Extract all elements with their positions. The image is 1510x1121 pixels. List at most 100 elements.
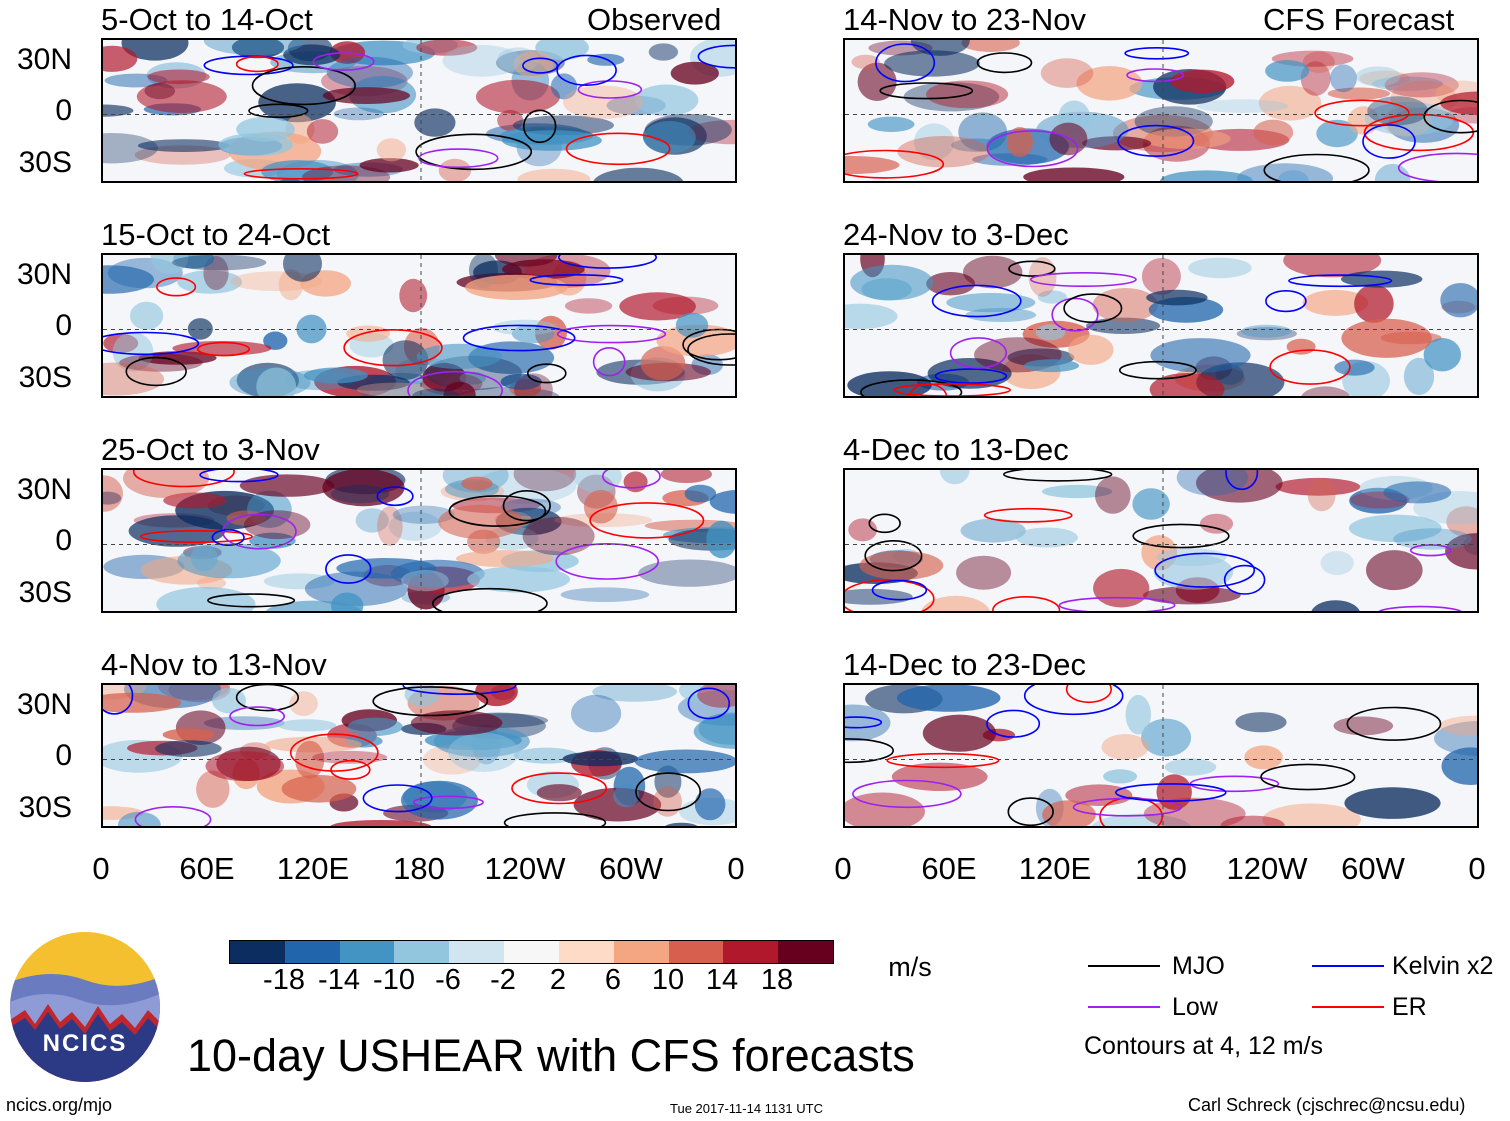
x-label-60w: 60W xyxy=(1341,851,1405,886)
shear-blob xyxy=(1160,170,1253,181)
units-label: m/s xyxy=(888,952,932,982)
shear-blob xyxy=(1143,797,1246,826)
shear-blob xyxy=(289,691,318,716)
panel-title-right-4: 14-Dec to 23-Dec xyxy=(843,647,1086,682)
shear-blob xyxy=(1068,334,1114,365)
shear-blob xyxy=(263,331,288,350)
contour-line xyxy=(462,324,576,352)
x-label-120e: 120E xyxy=(276,851,350,886)
shear-blob xyxy=(961,40,1020,52)
y-label-30s: 30S xyxy=(18,146,72,179)
contour-line xyxy=(402,685,517,695)
shear-blob xyxy=(121,40,189,61)
contour-line xyxy=(682,328,735,361)
shear-blob xyxy=(845,792,925,826)
shear-blob xyxy=(1040,58,1094,88)
shear-blob xyxy=(1366,550,1423,591)
logo-text: NCICS xyxy=(42,1030,128,1057)
shear-blob xyxy=(346,325,391,342)
y-label-eq: 0 xyxy=(55,309,72,342)
contour-line xyxy=(330,759,371,780)
shear-blob xyxy=(522,516,595,556)
contour-line xyxy=(1423,99,1477,134)
shear-blob xyxy=(258,83,336,123)
shear-blob xyxy=(376,138,407,162)
shear-blob xyxy=(867,116,915,132)
contour-line xyxy=(879,82,974,100)
shear-blob xyxy=(401,780,478,820)
x-label-60e: 60E xyxy=(921,851,977,886)
panel-title-left-3: 25-Oct to 3-Nov xyxy=(101,432,320,467)
shear-blob xyxy=(196,770,230,808)
contour-line xyxy=(243,168,359,180)
shear-blob xyxy=(951,138,1002,152)
contour-line xyxy=(931,284,1022,318)
contour-line xyxy=(845,149,945,179)
contour-line xyxy=(687,333,735,366)
shear-blob xyxy=(1423,338,1461,372)
contour-line xyxy=(875,43,936,83)
shear-blob xyxy=(896,685,1001,712)
contour-line xyxy=(589,502,705,539)
contour-line xyxy=(868,513,901,534)
shear-blob xyxy=(492,319,558,336)
shear-blob xyxy=(965,308,1037,322)
shear-blob xyxy=(333,107,384,121)
shear-blob xyxy=(467,566,570,593)
shear-blob xyxy=(1237,163,1334,181)
shear-blob xyxy=(1341,318,1432,358)
contour-line xyxy=(983,507,1073,523)
shear-blob xyxy=(512,115,614,136)
shear-blob xyxy=(1311,600,1360,611)
footer-url: ncics.org/mjo xyxy=(6,1095,113,1115)
shear-blob xyxy=(1302,51,1335,73)
x-label-120w: 120W xyxy=(484,851,566,886)
shear-blob xyxy=(513,470,577,492)
shear-blob xyxy=(684,484,717,503)
shear-blob xyxy=(963,255,1023,289)
shear-blob xyxy=(648,43,679,61)
contour-line xyxy=(558,255,657,269)
shear-blob xyxy=(660,470,712,483)
legend-line-er xyxy=(1312,1006,1384,1008)
shear-blob xyxy=(162,728,215,741)
shear-blob xyxy=(1354,284,1394,323)
panel-title-right-2: 24-Nov to 3-Dec xyxy=(843,217,1069,252)
shear-blob xyxy=(897,136,990,168)
x-label-0: 0 xyxy=(834,851,852,886)
contour-line xyxy=(1288,274,1393,288)
shear-blob xyxy=(687,119,735,145)
shear-blob xyxy=(1440,283,1477,318)
main-title: 10-day USHEAR with CFS forecasts xyxy=(187,1030,915,1081)
shear-blob xyxy=(845,704,891,742)
shear-blob xyxy=(312,750,388,764)
colorbar-swatch xyxy=(613,941,669,963)
shear-blob xyxy=(670,61,719,85)
colorbar-label: 2 xyxy=(549,964,567,996)
contour-line xyxy=(886,752,1000,769)
colorbar-label: 6 xyxy=(604,964,622,996)
shear-blob xyxy=(330,485,390,504)
shear-blob xyxy=(1153,554,1234,590)
shear-field xyxy=(103,255,735,396)
x-label-180: 180 xyxy=(393,851,445,886)
shear-blob xyxy=(347,717,403,736)
shear-blob xyxy=(357,382,434,396)
shear-blob xyxy=(1164,758,1217,776)
shear-blob xyxy=(1125,694,1151,735)
panel-title-left-1: 5-Oct to 14-Oct xyxy=(101,2,313,37)
x-label-120e: 120E xyxy=(1018,851,1092,886)
shear-blob xyxy=(306,119,339,144)
shear-blob xyxy=(1103,769,1138,784)
y-label-30n: 30N xyxy=(16,43,72,76)
contour-line xyxy=(432,587,548,611)
shear-blob xyxy=(619,292,696,321)
shear-blob xyxy=(412,388,460,396)
contour-line xyxy=(312,52,375,71)
panel-title-left-4: 4-Nov to 13-Nov xyxy=(101,647,327,682)
x-label-0-end: 0 xyxy=(727,851,745,886)
shear-blob xyxy=(517,168,591,181)
shear-blob xyxy=(416,343,502,369)
contour-line xyxy=(1114,783,1227,802)
contour-line xyxy=(376,486,414,507)
